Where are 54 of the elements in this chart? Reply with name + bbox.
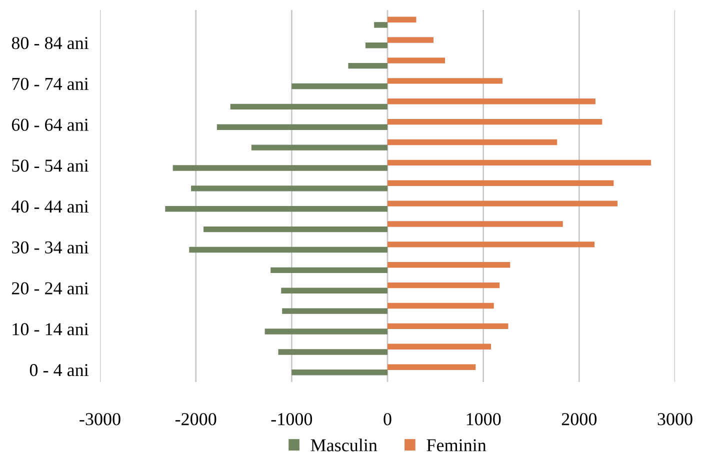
bar (388, 364, 476, 370)
bar (281, 288, 388, 294)
y-tick-label: 70 - 74 ani (12, 78, 89, 90)
bar (165, 206, 388, 212)
bar (388, 344, 491, 350)
x-tick-label: 1000 (466, 413, 501, 426)
bar (172, 165, 388, 171)
bar (388, 160, 652, 166)
bar (216, 124, 388, 130)
bar (388, 98, 596, 104)
bar (388, 58, 445, 64)
bar (388, 200, 618, 206)
bar (388, 37, 434, 43)
bar (388, 118, 602, 125)
bar (191, 186, 388, 192)
bar (270, 267, 388, 274)
y-tick-label: 50 - 54 ani (12, 160, 89, 172)
bar (264, 328, 388, 334)
bar (388, 242, 594, 248)
y-tick-label: 60 - 64 ani (12, 118, 89, 131)
bar (388, 139, 558, 146)
x-tick-label: 3000 (658, 413, 692, 426)
bar (230, 104, 388, 110)
y-tick-label: 80 - 84 ani (12, 36, 89, 50)
bar (189, 246, 388, 253)
x-tick-label: -3000 (80, 413, 120, 426)
legend-label: Feminin (426, 439, 486, 452)
y-tick-label: 30 - 34 ani (12, 241, 89, 254)
bar (251, 144, 388, 150)
y-tick-label: 40 - 44 ani (12, 200, 89, 213)
bar (292, 83, 388, 90)
legend-label: Masculin (310, 438, 378, 452)
bar (388, 302, 494, 309)
bar (388, 180, 614, 186)
bar (388, 323, 508, 330)
x-tick-label: 2000 (562, 413, 597, 426)
bar (292, 370, 388, 376)
bar (278, 349, 388, 355)
bar (388, 262, 510, 268)
bar (365, 42, 388, 48)
x-tick-label: -2000 (175, 413, 216, 426)
bar (388, 282, 500, 288)
bar (204, 226, 388, 232)
y-tick-label: 0 - 4 ani (30, 364, 89, 376)
y-tick-label: 10 - 14 ani (12, 323, 89, 336)
bar (282, 308, 388, 314)
x-tick-label: 0 (384, 413, 392, 426)
x-tick-label: -1000 (271, 413, 312, 426)
bar (374, 22, 388, 28)
y-tick-label: 20 - 24 ani (12, 282, 89, 294)
bar (348, 62, 388, 69)
bar (388, 78, 502, 84)
bar (388, 221, 563, 227)
bar (388, 16, 416, 22)
